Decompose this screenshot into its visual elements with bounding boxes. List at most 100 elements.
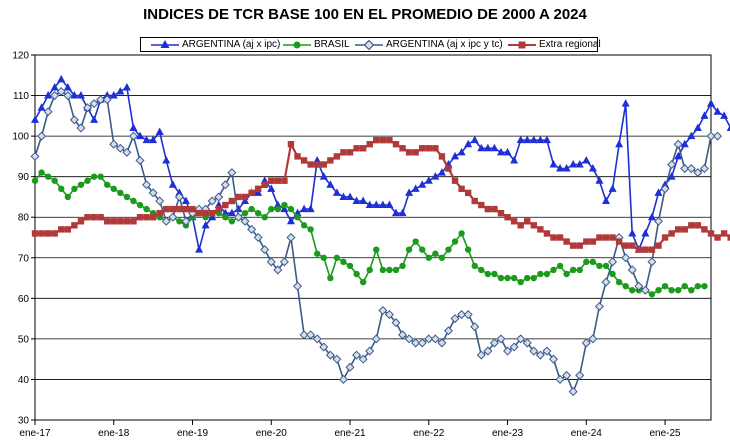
data-point [384,310,394,320]
data-point [535,350,545,360]
y-tick-label: 70 [18,253,30,264]
data-point [510,218,518,225]
data-point [222,214,229,221]
data-point [524,218,531,225]
data-point [491,205,498,213]
data-point [202,209,209,217]
data-point [596,262,603,270]
data-point [522,338,532,348]
data-point [346,192,355,200]
data-point [306,330,316,340]
data-point [450,314,460,324]
data-point [366,266,373,274]
data-point [640,285,650,295]
data-point [608,184,617,192]
data-point [583,238,590,245]
data-point [280,204,289,213]
data-point [680,139,689,148]
data-point [241,196,250,204]
data-point [37,103,46,111]
data-point [352,196,361,204]
data-point [576,242,583,249]
data-point [668,230,675,237]
data-point [529,346,539,356]
data-point [550,234,557,241]
data-point [63,82,72,91]
data-point [254,188,263,196]
series-line [34,171,705,296]
data-point [595,176,604,184]
data-point [726,124,730,131]
x-tick-label: ene-19 [177,428,209,439]
data-point [555,374,565,384]
data-point [496,147,505,156]
data-point [44,91,53,99]
data-point [517,278,524,286]
data-point [424,176,433,184]
y-tick-label: 110 [13,91,29,102]
data-point [299,330,309,340]
data-point [537,270,544,278]
data-point [379,136,387,144]
data-point [621,99,630,107]
data-point [320,161,327,168]
data-point [634,281,644,291]
data-point [339,192,348,200]
data-point [279,257,289,267]
data-point [589,238,597,245]
data-point [392,141,400,148]
data-point [523,135,532,144]
data-point [76,91,85,99]
data-point [340,258,347,266]
data-point [353,145,360,152]
data-point [136,201,144,209]
series-1 [31,169,708,298]
data-point [281,201,288,209]
data-point [332,188,341,196]
data-point [431,172,440,180]
data-point [437,338,447,348]
data-point [90,214,98,221]
data-point [320,254,327,261]
data-point [215,205,222,213]
data-point [529,135,538,144]
data-point [575,370,585,380]
data-point [655,287,662,294]
data-point [654,188,663,196]
data-point [175,188,184,196]
data-point [674,287,682,294]
data-point [451,151,460,160]
data-point [550,266,557,274]
data-point [445,165,452,172]
data-point [688,222,695,229]
data-point [700,111,709,119]
x-tick-label: ene-25 [649,428,681,439]
legend-label: Extra regional [539,39,601,50]
data-point [568,387,578,397]
data-point [333,153,341,160]
data-point [483,143,492,152]
data-point [615,238,623,245]
data-point [648,246,656,253]
data-point [386,136,393,144]
data-point [51,230,58,237]
data-point [588,164,597,172]
data-point [235,193,242,201]
data-point [332,354,342,364]
data-point [142,135,151,144]
x-tick-label: ene-17 [19,428,51,439]
data-point [307,161,314,168]
data-point [622,242,629,249]
data-point [345,362,355,372]
data-point [77,218,85,225]
data-point [378,305,388,316]
data-point [221,208,230,217]
data-point [693,123,702,131]
data-point [346,262,354,270]
data-point [688,287,695,294]
data-point [116,87,125,95]
data-point [443,326,453,336]
data-point [707,230,715,237]
data-point [391,208,400,217]
data-point [563,238,570,245]
